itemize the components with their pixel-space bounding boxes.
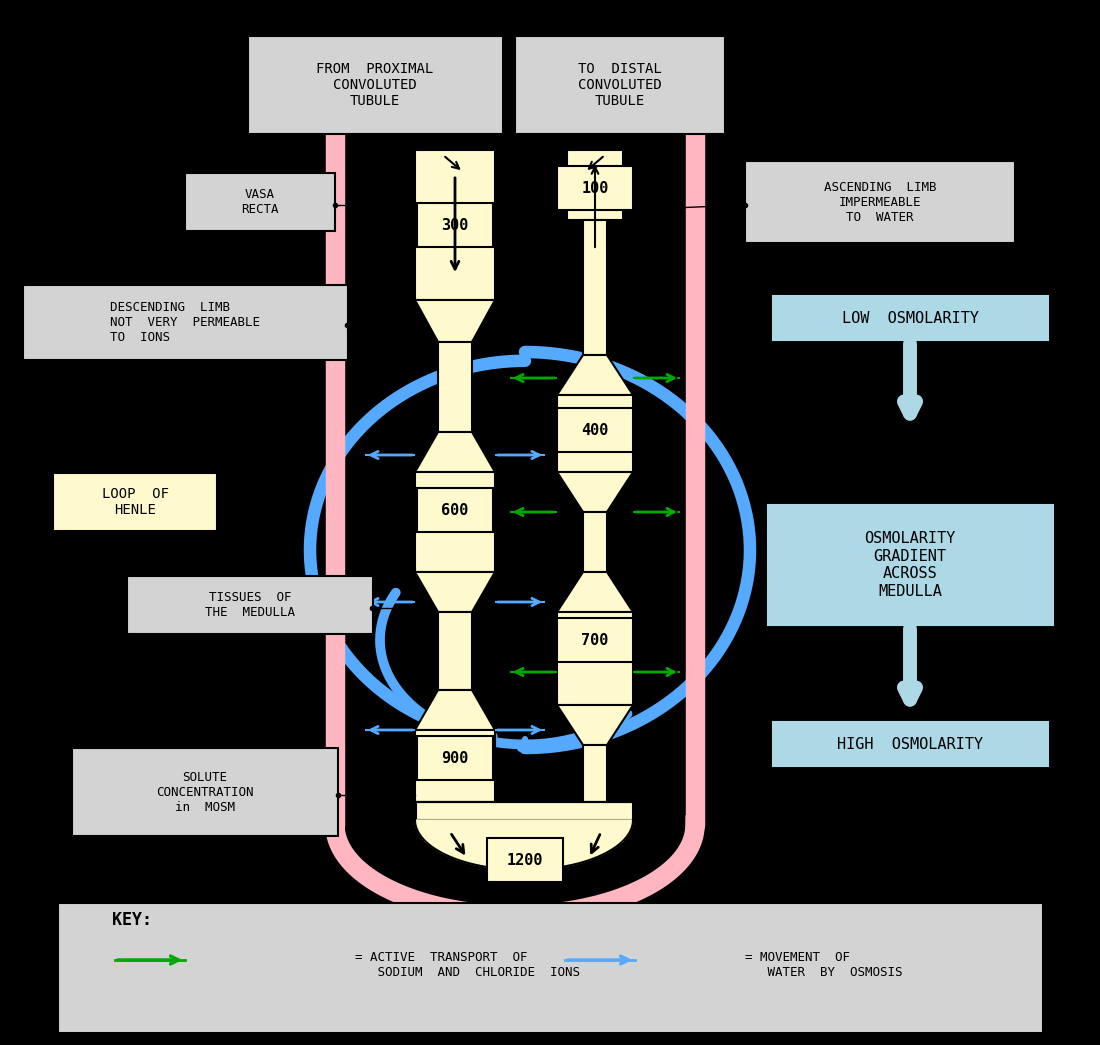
Polygon shape (438, 612, 472, 690)
Polygon shape (415, 150, 495, 300)
Text: ASCENDING  LIMB
IMPERMEABLE
TO  WATER: ASCENDING LIMB IMPERMEABLE TO WATER (824, 181, 936, 224)
Polygon shape (557, 572, 632, 612)
Text: TISSUES  OF
THE  MEDULLA: TISSUES OF THE MEDULLA (205, 591, 295, 619)
Text: 400: 400 (581, 422, 608, 438)
Text: 1200: 1200 (507, 853, 543, 867)
Text: SOLUTE
CONCENTRATION
in  MOSM: SOLUTE CONCENTRATION in MOSM (156, 770, 254, 813)
FancyBboxPatch shape (768, 505, 1053, 625)
Polygon shape (415, 820, 632, 870)
FancyBboxPatch shape (745, 161, 1015, 243)
FancyBboxPatch shape (557, 408, 632, 452)
Polygon shape (557, 472, 632, 512)
Polygon shape (557, 395, 632, 472)
FancyBboxPatch shape (128, 576, 373, 634)
Text: TO  DISTAL
CONVOLUTED
TUBULE: TO DISTAL CONVOLUTED TUBULE (579, 62, 662, 109)
Text: KEY:: KEY: (112, 911, 152, 929)
FancyBboxPatch shape (487, 838, 563, 882)
FancyBboxPatch shape (417, 488, 493, 532)
Text: = MOVEMENT  OF
   WATER  BY  OSMOSIS: = MOVEMENT OF WATER BY OSMOSIS (745, 951, 902, 979)
Text: FROM  PROXIMAL
CONVOLUTED
TUBULE: FROM PROXIMAL CONVOLUTED TUBULE (317, 62, 433, 109)
FancyBboxPatch shape (417, 203, 493, 247)
Text: = ACTIVE  TRANSPORT  OF
   SODIUM  AND  CHLORIDE  IONS: = ACTIVE TRANSPORT OF SODIUM AND CHLORID… (355, 951, 580, 979)
Polygon shape (415, 472, 495, 572)
Polygon shape (415, 432, 495, 472)
Polygon shape (416, 802, 634, 820)
Polygon shape (583, 512, 607, 572)
Text: LOW  OSMOLARITY: LOW OSMOLARITY (842, 310, 978, 325)
Polygon shape (583, 220, 607, 355)
FancyBboxPatch shape (73, 748, 338, 836)
Text: LOOP  OF
HENLE: LOOP OF HENLE (101, 487, 168, 517)
Polygon shape (415, 730, 495, 802)
FancyBboxPatch shape (772, 722, 1047, 766)
Polygon shape (557, 355, 632, 395)
Text: VASA
RECTA: VASA RECTA (241, 188, 278, 216)
FancyBboxPatch shape (185, 173, 336, 231)
Polygon shape (415, 572, 495, 612)
Polygon shape (583, 745, 607, 802)
Text: 700: 700 (581, 632, 608, 648)
FancyBboxPatch shape (417, 736, 493, 780)
Text: 900: 900 (441, 750, 469, 766)
Polygon shape (415, 690, 495, 730)
FancyBboxPatch shape (53, 473, 218, 531)
Text: DESCENDING  LIMB
NOT  VERY  PERMEABLE
TO  IONS: DESCENDING LIMB NOT VERY PERMEABLE TO IO… (110, 301, 260, 344)
Polygon shape (415, 300, 495, 342)
FancyBboxPatch shape (515, 36, 725, 134)
Polygon shape (438, 342, 472, 432)
Polygon shape (557, 705, 632, 745)
FancyBboxPatch shape (22, 284, 348, 359)
FancyBboxPatch shape (772, 296, 1047, 340)
Polygon shape (566, 150, 623, 220)
Text: 600: 600 (441, 503, 469, 517)
Text: OSMOLARITY
GRADIENT
ACROSS
MEDULLA: OSMOLARITY GRADIENT ACROSS MEDULLA (865, 532, 956, 599)
FancyBboxPatch shape (557, 618, 632, 661)
Text: 100: 100 (581, 181, 608, 195)
FancyBboxPatch shape (57, 903, 1043, 1034)
FancyBboxPatch shape (248, 36, 503, 134)
Text: HIGH  OSMOLARITY: HIGH OSMOLARITY (837, 737, 983, 751)
Text: 300: 300 (441, 217, 469, 232)
FancyBboxPatch shape (557, 166, 632, 210)
Polygon shape (557, 612, 632, 705)
